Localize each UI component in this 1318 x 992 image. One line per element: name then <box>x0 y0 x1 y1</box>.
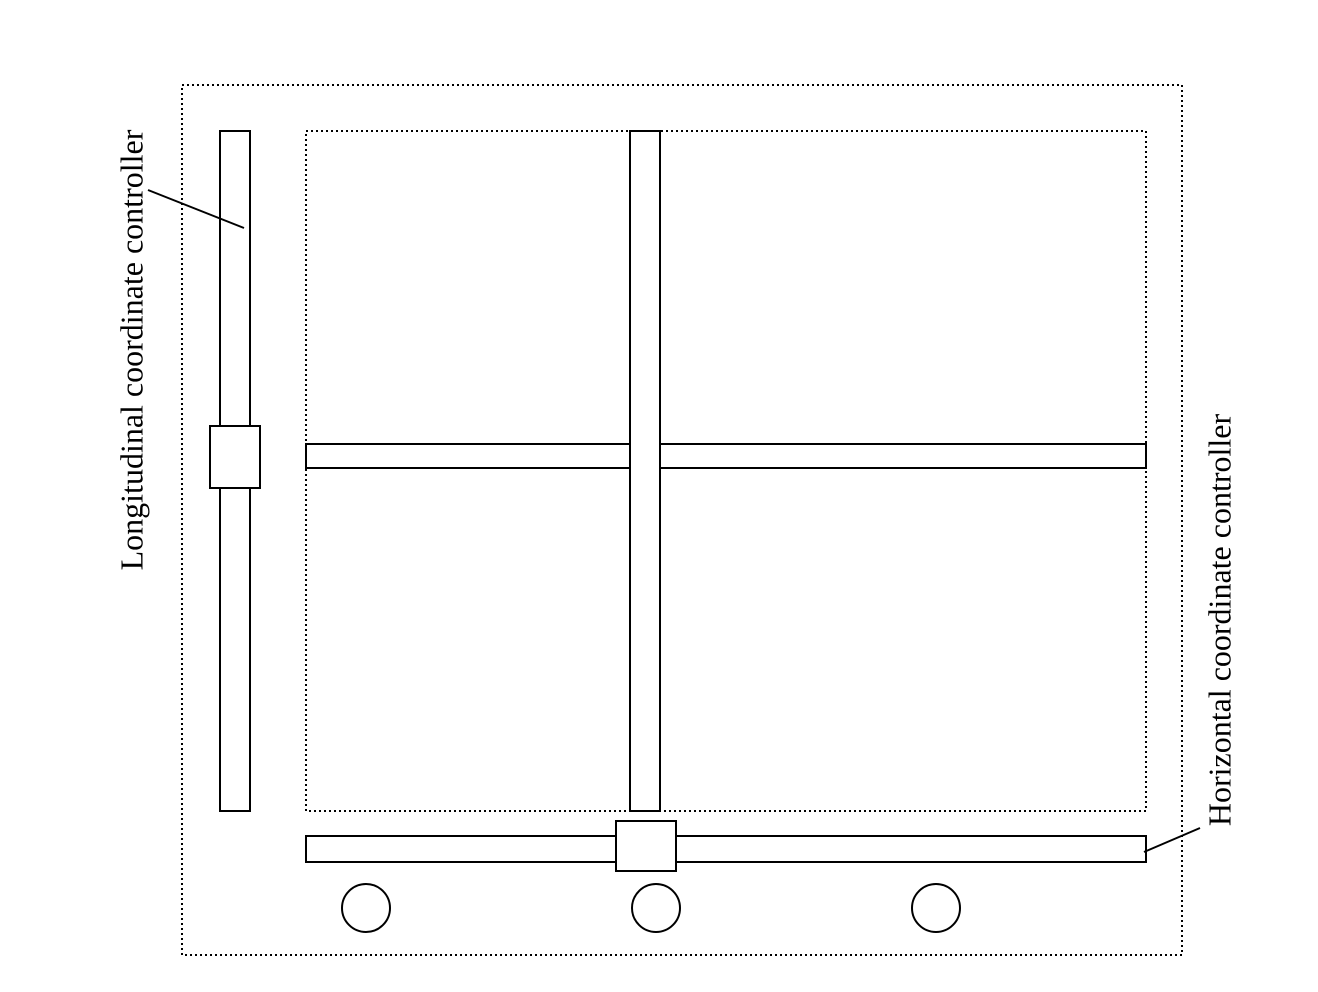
display-panel <box>306 131 1146 811</box>
horizontal-slider-thumb[interactable] <box>616 821 676 871</box>
horizontal-slider-track[interactable] <box>306 836 1146 862</box>
longitudinal-slider-thumb[interactable] <box>210 426 260 488</box>
crosshair-vertical-bar <box>630 131 660 811</box>
knob-button[interactable] <box>632 884 680 932</box>
longitudinal-label: Longitudinal coordinate controller <box>114 130 151 571</box>
knob-button[interactable] <box>912 884 960 932</box>
crosshair-horizontal-bar <box>306 444 1146 468</box>
leader-line-horizontal <box>1144 828 1200 852</box>
diagram-canvas: Longitudinal coordinate controller Horiz… <box>0 0 1318 992</box>
horizontal-label: Horizontal coordinate controller <box>1202 414 1239 826</box>
knob-button[interactable] <box>342 884 390 932</box>
diagram-svg <box>0 0 1318 992</box>
